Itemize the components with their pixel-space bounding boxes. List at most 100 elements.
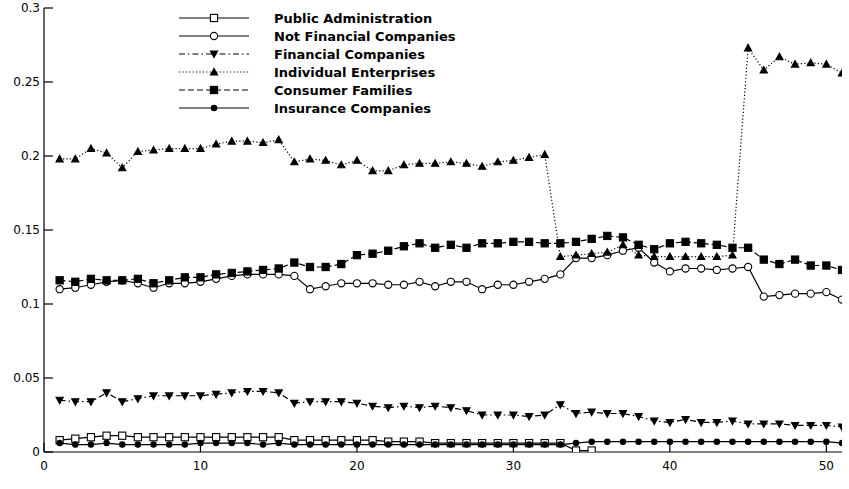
point <box>213 391 220 397</box>
point <box>808 439 813 444</box>
series <box>56 432 595 452</box>
series <box>56 232 842 287</box>
point <box>479 240 486 247</box>
point <box>572 411 579 417</box>
point <box>683 439 688 444</box>
point <box>651 418 658 424</box>
point <box>510 440 517 447</box>
point <box>150 434 157 441</box>
point <box>386 442 391 447</box>
point <box>322 157 329 163</box>
point <box>760 256 767 263</box>
point <box>776 292 783 299</box>
point <box>150 280 157 287</box>
point <box>541 440 548 447</box>
point <box>745 421 752 427</box>
point <box>791 256 798 263</box>
point <box>104 440 109 445</box>
series <box>57 439 842 447</box>
point <box>651 246 658 253</box>
point <box>479 412 486 418</box>
point <box>166 277 173 284</box>
point <box>400 243 407 250</box>
point <box>525 414 532 420</box>
point <box>447 405 454 411</box>
point <box>698 420 705 426</box>
point <box>447 241 454 248</box>
point <box>135 442 140 447</box>
point <box>824 439 829 444</box>
point <box>213 271 220 278</box>
series <box>56 244 842 303</box>
y-tick-label: 0.05 <box>13 371 40 385</box>
y-tick-label: 0.2 <box>21 149 40 163</box>
point <box>369 167 376 173</box>
point <box>463 278 470 285</box>
point <box>306 155 313 161</box>
point <box>338 399 345 405</box>
point <box>682 417 689 423</box>
point <box>589 439 594 444</box>
point <box>760 67 767 73</box>
point <box>56 397 63 403</box>
point <box>572 447 579 452</box>
point <box>838 70 842 76</box>
point <box>228 390 235 396</box>
point <box>338 260 345 267</box>
point <box>198 440 203 445</box>
point <box>432 244 439 251</box>
point <box>588 250 595 256</box>
point <box>134 396 141 402</box>
point <box>120 442 125 447</box>
point <box>604 411 611 417</box>
point <box>306 399 313 405</box>
point <box>353 157 360 163</box>
point <box>292 442 297 447</box>
point <box>698 439 703 444</box>
point <box>291 272 298 279</box>
point <box>134 434 141 441</box>
point <box>541 275 548 282</box>
x-axis-line <box>44 451 842 452</box>
point <box>87 145 94 151</box>
point <box>588 447 595 452</box>
point <box>228 138 235 144</box>
point <box>197 145 204 151</box>
point <box>56 155 63 161</box>
point <box>745 44 752 50</box>
point <box>666 420 673 426</box>
point <box>119 399 126 405</box>
point <box>119 277 126 284</box>
point <box>259 388 266 394</box>
legend-label: Public Administration <box>274 11 432 26</box>
point <box>416 278 423 285</box>
point <box>479 440 486 447</box>
point <box>228 269 235 276</box>
point <box>322 283 329 290</box>
point <box>682 265 689 272</box>
point <box>432 403 439 409</box>
point <box>447 440 454 447</box>
point <box>416 405 423 411</box>
point <box>526 442 531 447</box>
point <box>823 289 830 296</box>
point <box>682 253 689 259</box>
point <box>666 253 673 259</box>
x-tick-label: 0 <box>40 459 48 473</box>
point <box>760 421 767 427</box>
point <box>745 439 750 444</box>
legend-label: Financial Companies <box>274 47 425 62</box>
x-tick-label: 10 <box>193 459 208 473</box>
point <box>604 232 611 239</box>
point <box>119 432 126 439</box>
point <box>291 259 298 266</box>
point <box>275 265 282 272</box>
legend: Public AdministrationNot Financial Compa… <box>179 11 456 116</box>
point <box>400 281 407 288</box>
point <box>369 403 376 409</box>
y-tick-label: 0.15 <box>13 223 40 237</box>
point <box>385 247 392 254</box>
point <box>103 277 110 284</box>
point <box>525 440 532 447</box>
point <box>87 434 94 441</box>
